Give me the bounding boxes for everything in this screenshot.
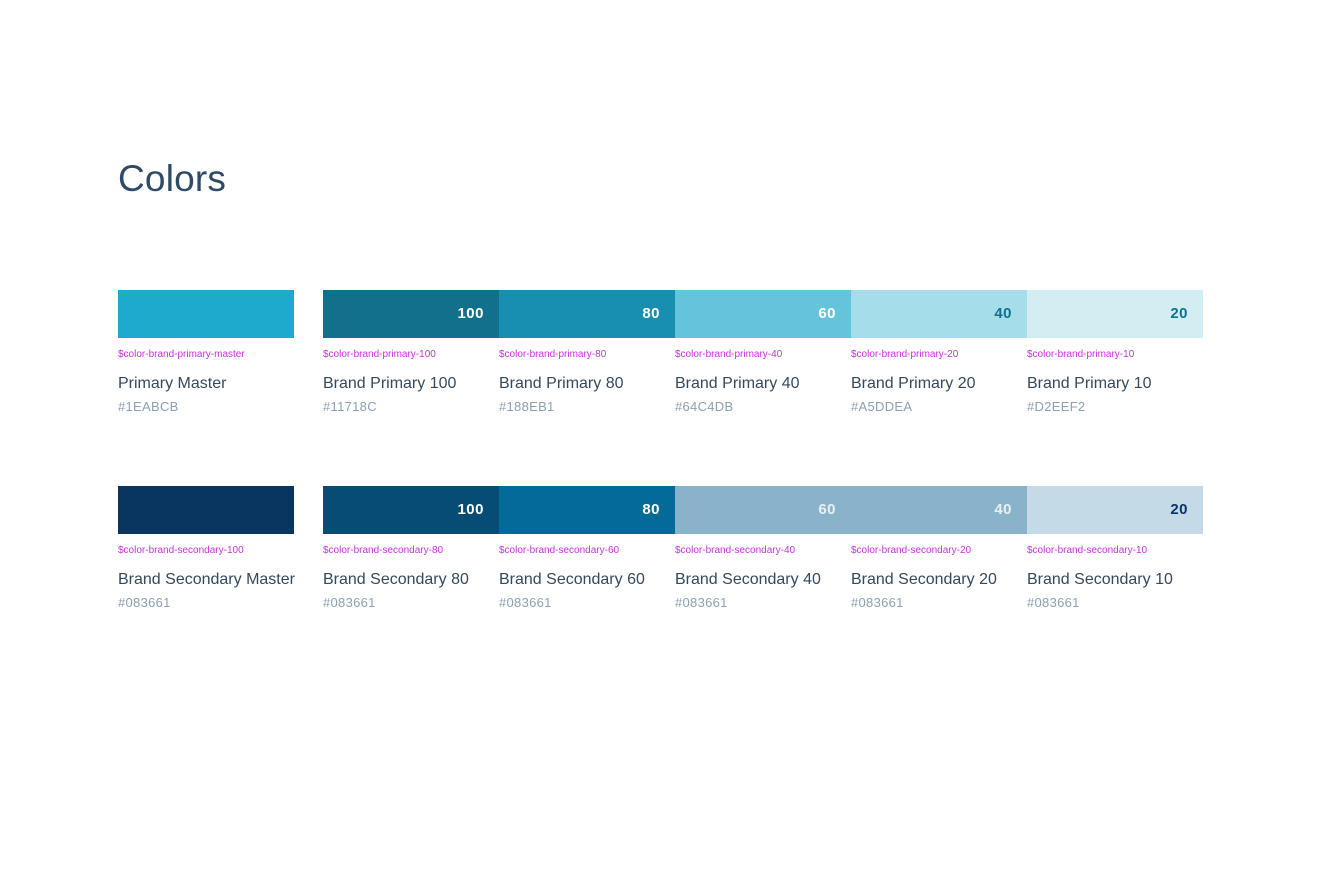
swatch-token: $color-brand-primary-80 xyxy=(499,349,607,360)
swatch-step-label: 60 xyxy=(818,305,836,322)
page-title: Colors xyxy=(118,158,227,199)
swatch-color-block[interactable]: 80 xyxy=(499,290,675,338)
swatch-hex-value: #083661 xyxy=(499,595,552,610)
swatch-name: Brand Primary 10 xyxy=(1027,375,1152,392)
swatch-step-label: 100 xyxy=(457,501,484,518)
swatch-token: $color-brand-primary-master xyxy=(118,349,245,360)
color-swatch[interactable]: 40 $color-brand-secondary-20 Brand Seconda… xyxy=(851,486,1027,610)
swatch-color-block[interactable] xyxy=(118,486,294,534)
color-swatch[interactable]: 40 $color-brand-primary-20 Brand Primary 2… xyxy=(851,290,1027,414)
swatch-color-block[interactable]: 20 xyxy=(1027,486,1203,534)
swatch-token: $color-brand-primary-20 xyxy=(851,349,959,360)
color-swatch[interactable]: $color-brand-primary-master Primary Maste… xyxy=(118,290,294,414)
swatch-name: Brand Secondary Master xyxy=(118,571,295,588)
swatch-hex-value: #083661 xyxy=(323,595,376,610)
color-swatch[interactable]: 60 $color-brand-secondary-40 Brand Seconda… xyxy=(675,486,851,610)
swatch-token: $color-brand-secondary-20 xyxy=(851,545,972,556)
swatch-name: Brand Secondary 80 xyxy=(323,571,469,588)
color-swatch[interactable]: 20 $color-brand-primary-10 Brand Primary 1… xyxy=(1027,290,1203,414)
swatch-token: $color-brand-primary-10 xyxy=(1027,349,1135,360)
swatch-color-block[interactable] xyxy=(118,290,294,338)
swatch-hex-value: #1EABCB xyxy=(118,399,179,414)
swatch-hex-value: #A5DDEA xyxy=(851,399,913,414)
swatch-token: $color-brand-secondary-80 xyxy=(323,545,444,556)
swatch-step-label: 20 xyxy=(1170,501,1188,518)
swatch-name: Brand Secondary 10 xyxy=(1027,571,1173,588)
swatch-name: Brand Primary 80 xyxy=(499,375,624,392)
swatch-step-label: 100 xyxy=(457,305,484,322)
color-swatch[interactable]: 100 $color-brand-primary-100 Brand Primary… xyxy=(323,290,499,414)
swatch-color-block[interactable]: 60 xyxy=(675,486,851,534)
swatch-name: Brand Secondary 20 xyxy=(851,571,997,588)
swatch-hex-value: #083661 xyxy=(675,595,728,610)
swatch-token: $color-brand-primary-40 xyxy=(675,349,783,360)
swatch-token: $color-brand-secondary-10 xyxy=(1027,545,1148,556)
swatch-color-block[interactable]: 100 xyxy=(323,486,499,534)
color-swatch[interactable]: 80 $color-brand-secondary-60 Brand Seconda… xyxy=(499,486,675,610)
swatch-color-block[interactable]: 60 xyxy=(675,290,851,338)
swatch-color-block[interactable]: 80 xyxy=(499,486,675,534)
color-swatch[interactable]: 100 $color-brand-secondary-80 Brand Second… xyxy=(323,486,499,610)
swatch-name: Brand Secondary 40 xyxy=(675,571,821,588)
swatch-hex-value: #083661 xyxy=(851,595,904,610)
swatch-hex-value: #083661 xyxy=(1027,595,1080,610)
swatch-step-label: 20 xyxy=(1170,305,1188,322)
swatch-hex-value: #083661 xyxy=(118,595,171,610)
swatch-hex-value: #11718C xyxy=(323,399,377,414)
swatch-step-label: 40 xyxy=(994,305,1012,322)
swatch-step-label: 60 xyxy=(818,501,836,518)
swatch-name: Brand Primary 100 xyxy=(323,375,457,392)
swatch-name: Brand Primary 40 xyxy=(675,375,800,392)
swatch-step-label: 80 xyxy=(642,305,660,322)
swatch-color-block[interactable]: 40 xyxy=(851,290,1027,338)
swatch-hex-value: #D2EEF2 xyxy=(1027,399,1086,414)
swatch-hex-value: #64C4DB xyxy=(675,399,734,414)
swatch-color-block[interactable]: 40 xyxy=(851,486,1027,534)
swatch-step-label: 40 xyxy=(994,501,1012,518)
swatch-name: Brand Secondary 60 xyxy=(499,571,645,588)
color-swatch[interactable]: 80 $color-brand-primary-80 Brand Primary 8… xyxy=(499,290,675,414)
swatch-token: $color-brand-secondary-40 xyxy=(675,545,796,556)
swatch-hex-value: #188EB1 xyxy=(499,399,555,414)
swatch-token: $color-brand-secondary-100 xyxy=(118,545,244,556)
swatch-color-block[interactable]: 20 xyxy=(1027,290,1203,338)
swatch-token: $color-brand-primary-100 xyxy=(323,349,436,360)
swatch-name: Primary Master xyxy=(118,375,227,392)
color-swatch[interactable]: 60 $color-brand-primary-40 Brand Primary 4… xyxy=(675,290,851,414)
color-swatch[interactable]: $color-brand-secondary-100 Brand Secondar… xyxy=(118,486,295,610)
swatch-step-label: 80 xyxy=(642,501,660,518)
swatch-color-block[interactable]: 100 xyxy=(323,290,499,338)
color-swatch[interactable]: 20 $color-brand-secondary-10 Brand Seconda… xyxy=(1027,486,1203,610)
swatch-token: $color-brand-secondary-60 xyxy=(499,545,620,556)
swatch-name: Brand Primary 20 xyxy=(851,375,976,392)
